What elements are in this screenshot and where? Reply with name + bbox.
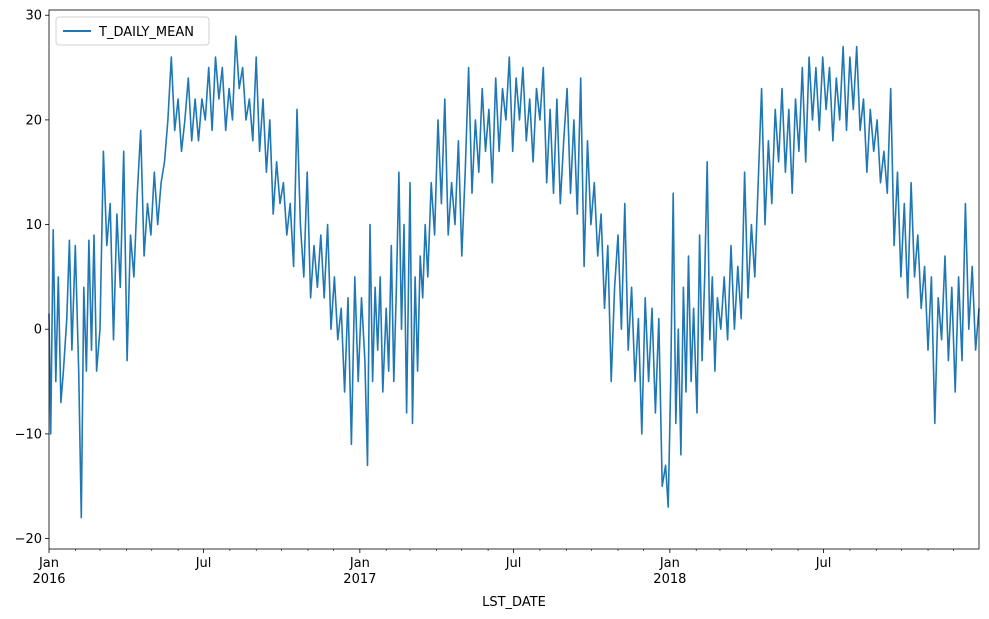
x-tick-label: Jan xyxy=(659,556,680,571)
series-group xyxy=(48,35,980,519)
x-tick-label: Jan xyxy=(38,556,59,571)
series-line xyxy=(48,35,980,519)
y-tick-label: 10 xyxy=(25,218,42,233)
y-tick-label: 30 xyxy=(25,9,42,24)
x-tick-label: Jan xyxy=(349,556,370,571)
x-tick-label: Jul xyxy=(195,556,212,571)
plot-frame xyxy=(48,9,980,550)
legend-entry-label: T_DAILY_MEAN xyxy=(98,25,194,40)
x-tick-year-label: 2018 xyxy=(653,572,686,587)
y-tick-label: −10 xyxy=(15,427,42,442)
y-axis: −20 −10 0 10 20 30 xyxy=(15,9,49,547)
x-tick-year-label: 2017 xyxy=(343,572,376,587)
legend: T_DAILY_MEAN xyxy=(55,16,210,46)
x-tick-label: Jul xyxy=(815,556,832,571)
y-tick-label: 20 xyxy=(25,113,42,128)
x-tick-year-label: 2016 xyxy=(32,572,65,587)
x-axis-label: LST_DATE xyxy=(482,595,546,610)
y-tick-label: 0 xyxy=(34,323,42,338)
x-tick-label: Jul xyxy=(505,556,522,571)
legend-box xyxy=(55,16,210,46)
y-tick-label: −20 xyxy=(15,532,42,547)
plot-area xyxy=(49,10,979,549)
